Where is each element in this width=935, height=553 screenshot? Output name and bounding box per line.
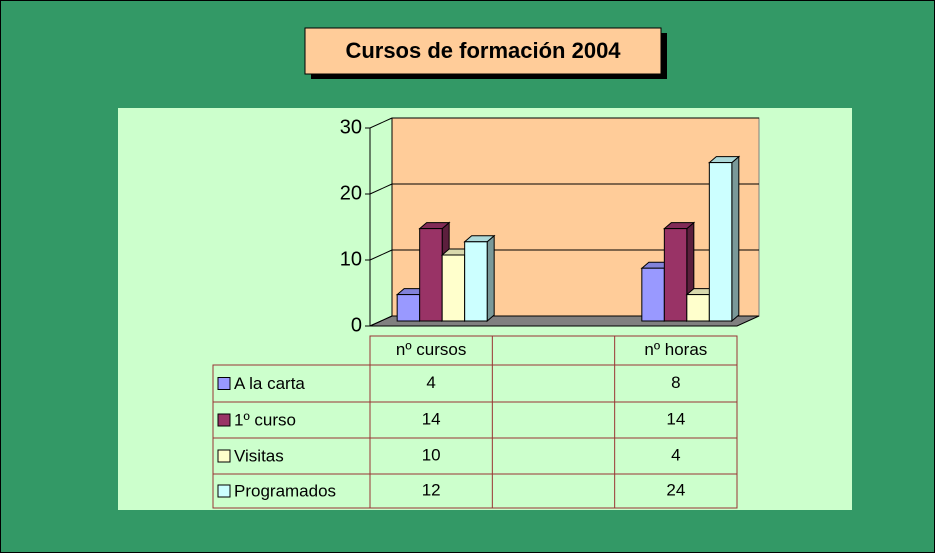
table-value: 12 xyxy=(422,480,441,499)
legend-label: Visitas xyxy=(234,446,284,465)
table-value: 14 xyxy=(422,409,441,428)
bar xyxy=(441,254,466,322)
x-tick-label: nº horas xyxy=(644,340,707,359)
bar xyxy=(396,294,421,322)
bar xyxy=(686,294,710,322)
legend-label: A la carta xyxy=(234,374,305,393)
table-value: 14 xyxy=(666,409,685,428)
legend-key xyxy=(217,449,231,463)
x-tick-label: nº cursos xyxy=(396,340,466,359)
table-value: 24 xyxy=(666,480,685,499)
bar xyxy=(663,228,688,322)
grid-line xyxy=(369,117,393,129)
y-tick-label: 0 xyxy=(351,314,362,336)
table-value: 4 xyxy=(671,445,680,464)
legend-key xyxy=(217,377,231,390)
grid-line xyxy=(369,315,393,327)
bar xyxy=(708,162,733,322)
title-box xyxy=(304,27,662,75)
bar xyxy=(464,241,488,322)
y-tick-label: 30 xyxy=(340,116,362,138)
grid-line xyxy=(369,183,393,195)
legend-label: Programados xyxy=(234,481,336,500)
chart-title: Cursos de formación 2004 xyxy=(345,38,621,63)
table-value: 4 xyxy=(426,373,435,392)
table-value: 10 xyxy=(422,445,441,464)
bar-side xyxy=(731,155,740,323)
grid-line xyxy=(369,249,393,261)
y-tick-label: 10 xyxy=(340,248,362,270)
table-value: 8 xyxy=(671,373,680,392)
bar-side xyxy=(486,234,495,323)
bar xyxy=(641,267,665,322)
y-tick-label: 20 xyxy=(340,182,362,204)
legend-key xyxy=(217,413,231,427)
legend-key xyxy=(217,484,231,498)
bar xyxy=(419,228,443,322)
legend-label: 1º curso xyxy=(234,410,296,429)
